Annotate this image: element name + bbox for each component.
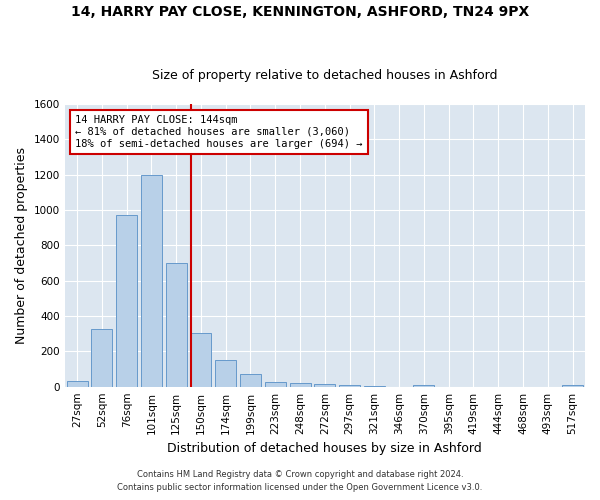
Bar bbox=[314, 384, 335, 386]
X-axis label: Distribution of detached houses by size in Ashford: Distribution of detached houses by size … bbox=[167, 442, 482, 455]
Bar bbox=[562, 384, 583, 386]
Bar bbox=[166, 263, 187, 386]
Bar bbox=[190, 333, 211, 386]
Bar bbox=[91, 330, 112, 386]
Bar bbox=[116, 216, 137, 386]
Bar bbox=[265, 382, 286, 386]
Text: 14, HARRY PAY CLOSE, KENNINGTON, ASHFORD, TN24 9PX: 14, HARRY PAY CLOSE, KENNINGTON, ASHFORD… bbox=[71, 5, 529, 19]
Bar bbox=[240, 374, 261, 386]
Y-axis label: Number of detached properties: Number of detached properties bbox=[15, 147, 28, 344]
Bar bbox=[67, 382, 88, 386]
Title: Size of property relative to detached houses in Ashford: Size of property relative to detached ho… bbox=[152, 69, 497, 82]
Text: Contains HM Land Registry data © Crown copyright and database right 2024.
Contai: Contains HM Land Registry data © Crown c… bbox=[118, 470, 482, 492]
Bar bbox=[141, 174, 162, 386]
Bar bbox=[290, 383, 311, 386]
Bar bbox=[215, 360, 236, 386]
Bar bbox=[339, 384, 360, 386]
Text: 14 HARRY PAY CLOSE: 144sqm
← 81% of detached houses are smaller (3,060)
18% of s: 14 HARRY PAY CLOSE: 144sqm ← 81% of deta… bbox=[75, 116, 362, 148]
Bar bbox=[413, 385, 434, 386]
